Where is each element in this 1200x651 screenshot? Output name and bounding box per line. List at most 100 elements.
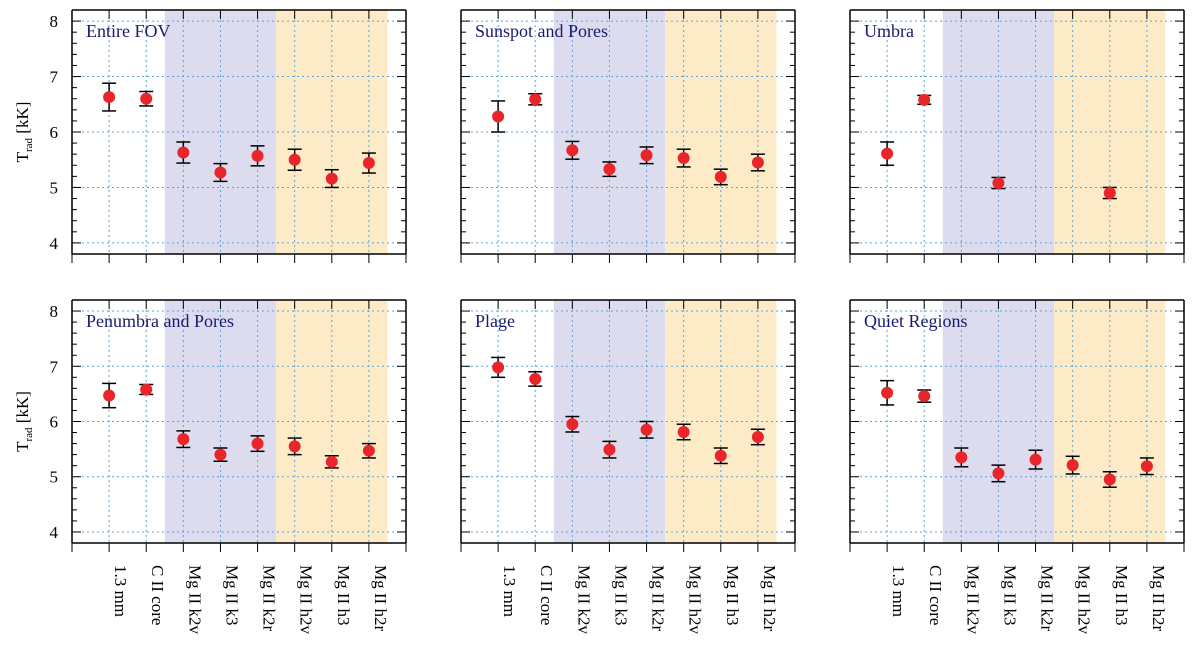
marker <box>992 177 1005 190</box>
category-label: 1.3 mm <box>500 565 519 617</box>
marker <box>214 448 227 461</box>
marker <box>103 91 116 104</box>
data-point <box>528 92 543 106</box>
y-tick-label: 5 <box>50 178 59 197</box>
marker <box>325 172 338 185</box>
category-label: Mg II k2r <box>649 565 668 631</box>
data-point <box>1139 457 1154 476</box>
panel-6: 1.3 mm C II core Mg II k2v Mg II k3 Mg II k2… <box>849 299 1185 634</box>
data-point <box>1065 455 1080 475</box>
marker <box>918 390 931 403</box>
y-axis-label-main: T <box>13 151 32 162</box>
category-label: Mg II h3 <box>334 565 353 625</box>
data-point <box>361 152 376 174</box>
data-point <box>880 379 895 406</box>
y-axis-label-unit: [kK] <box>13 102 32 138</box>
marker <box>751 430 764 443</box>
data-point <box>324 454 339 469</box>
marker <box>881 147 894 160</box>
data-point <box>565 140 580 160</box>
category-label: 1.3 mm <box>111 565 130 617</box>
category-label: Mg II k2r <box>260 565 279 631</box>
y-tick-label: 4 <box>50 523 59 542</box>
data-point <box>213 447 228 463</box>
marker <box>177 146 190 159</box>
marker <box>677 425 690 438</box>
data-point <box>750 153 765 172</box>
data-point <box>880 141 895 167</box>
y-tick-label: 4 <box>50 234 59 253</box>
panel-title: Plage <box>475 311 515 331</box>
marker <box>529 93 542 106</box>
category-label: Mg II h2r <box>760 565 779 631</box>
data-point <box>139 90 154 107</box>
y-axis-label-main: T <box>13 441 32 452</box>
data-point <box>639 146 654 165</box>
data-point <box>639 420 654 439</box>
data-point <box>954 447 969 468</box>
data-point <box>102 82 117 112</box>
data-point <box>528 371 543 387</box>
marker <box>251 149 264 162</box>
data-point <box>713 447 728 465</box>
data-point <box>917 389 932 403</box>
marker <box>325 455 338 468</box>
marker <box>881 386 894 399</box>
data-point <box>750 428 765 446</box>
y-tick-label: 8 <box>50 12 59 31</box>
data-point <box>287 437 302 456</box>
data-point <box>176 141 191 164</box>
y-tick-label: 7 <box>50 68 59 87</box>
data-point <box>1028 449 1043 470</box>
category-label: C II core <box>148 565 167 625</box>
data-point <box>602 440 617 459</box>
y-tick-label: 6 <box>50 123 59 142</box>
panel-5: 1.3 mm C II core Mg II k2v Mg II k3 Mg II k2… <box>460 299 796 634</box>
panel-title: Penumbra and Pores <box>86 311 234 331</box>
category-label: Mg II k2r <box>1038 565 1057 631</box>
y-axis-label: Trad [kK] <box>13 102 35 163</box>
marker <box>1140 460 1153 473</box>
y-axis-label: Trad [kK] <box>13 391 35 452</box>
data-point <box>602 161 617 178</box>
panel-1: 4 5 6 7 8 Trad [kK] Entire FOV <box>13 9 407 263</box>
data-point <box>102 382 117 409</box>
marker <box>362 444 375 457</box>
marker <box>566 418 579 431</box>
marker <box>640 149 653 162</box>
marker <box>214 166 227 179</box>
y-tick-label: 5 <box>50 468 59 487</box>
data-point <box>213 162 228 183</box>
marker <box>603 163 616 176</box>
marker <box>1029 453 1042 466</box>
panel-title: Umbra <box>864 21 914 41</box>
marker <box>362 157 375 170</box>
marker <box>714 170 727 183</box>
marker <box>288 153 301 166</box>
panel-2: Sunspot and Pores <box>460 9 796 263</box>
marker <box>714 449 727 462</box>
data-point <box>250 145 265 167</box>
data-point <box>250 435 265 453</box>
y-axis-label-sub: rad <box>23 427 35 442</box>
marker <box>566 144 579 157</box>
category-label: Mg II k3 <box>1000 565 1019 625</box>
panel-title: Entire FOV <box>86 21 171 41</box>
category-label: C II core <box>926 565 945 625</box>
data-point <box>1102 471 1117 488</box>
panel-title: Quiet Regions <box>864 311 968 331</box>
marker <box>492 110 505 123</box>
data-point <box>676 423 691 441</box>
category-label: Mg II k3 <box>611 565 630 625</box>
y-tick-label: 8 <box>50 302 59 321</box>
panel-4: 4 5 6 7 8 Trad [kK] 1.3 mm C II core Mg II k2v Mg… <box>13 299 407 634</box>
panel-title: Sunspot and Pores <box>475 21 608 41</box>
category-label: Mg II h2v <box>686 565 705 634</box>
marker <box>492 361 505 374</box>
panel-3: Umbra <box>849 9 1185 263</box>
data-point <box>287 148 302 172</box>
category-label: Mg II h2v <box>297 565 316 634</box>
category-label: Mg II k2v <box>963 565 982 634</box>
data-point <box>991 464 1006 483</box>
category-label: Mg II h2r <box>371 565 390 631</box>
